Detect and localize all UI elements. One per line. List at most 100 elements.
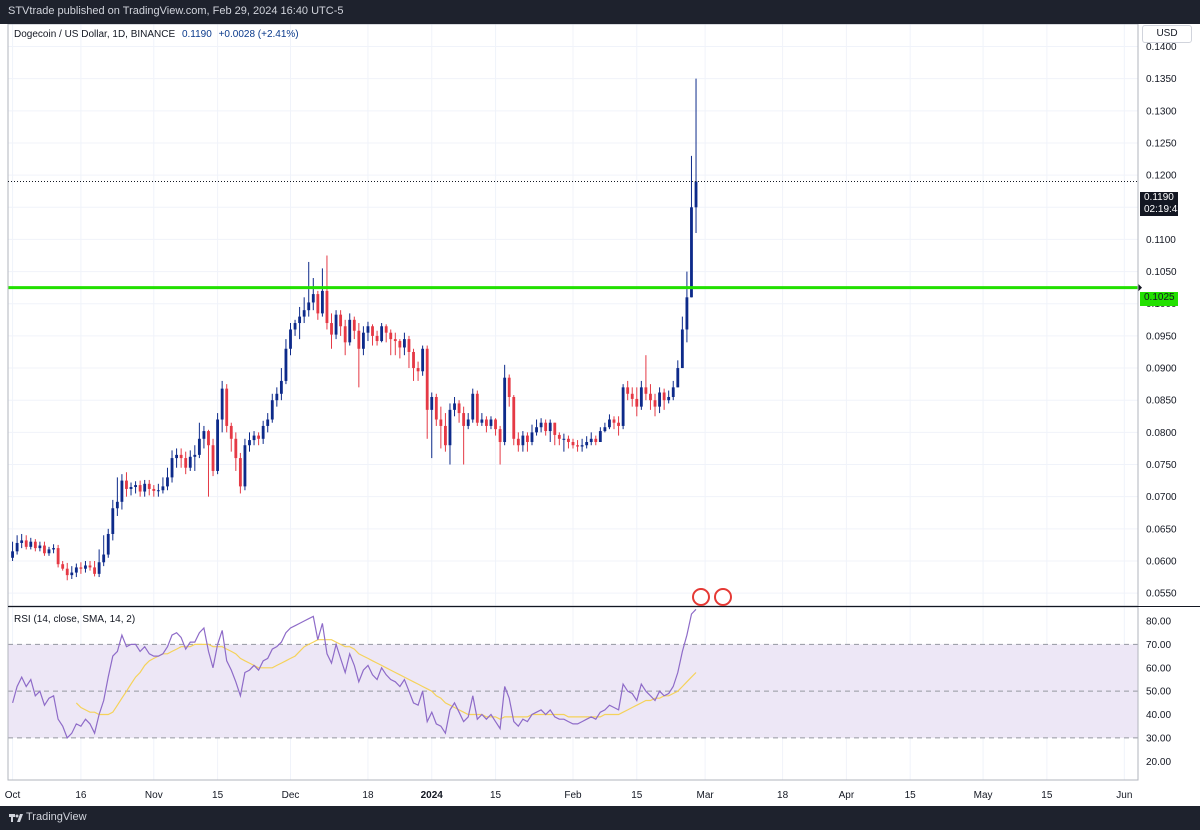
candle xyxy=(61,560,65,571)
candle xyxy=(571,438,575,449)
candle-body xyxy=(143,483,147,492)
candle xyxy=(334,310,338,340)
candle xyxy=(284,339,288,385)
candle xyxy=(649,384,652,410)
candles xyxy=(11,78,698,581)
x-tick-label: Oct xyxy=(5,790,21,801)
currency-button[interactable]: USD xyxy=(1142,25,1192,43)
x-tick-label: 18 xyxy=(777,790,789,801)
candle-body xyxy=(430,396,434,410)
candle xyxy=(234,432,238,471)
candle-body xyxy=(662,392,666,401)
candle xyxy=(567,435,570,449)
candle-body xyxy=(147,483,151,489)
price-tick-label: 0.0700 xyxy=(1146,492,1177,503)
price-tick-label: 0.1100 xyxy=(1146,235,1176,246)
candle xyxy=(56,544,60,568)
candle-body xyxy=(553,422,557,435)
candle-body xyxy=(166,477,169,487)
candle-body xyxy=(115,501,119,509)
candle-body xyxy=(557,434,561,439)
candle xyxy=(507,374,511,407)
candle-body xyxy=(407,339,411,352)
candle xyxy=(553,422,557,446)
candle-body xyxy=(352,319,356,331)
candle xyxy=(521,431,525,452)
x-tick-label: 18 xyxy=(362,790,374,801)
candle-body xyxy=(434,396,438,420)
candle xyxy=(444,413,447,452)
x-tick-label: 15 xyxy=(1041,790,1053,801)
candle xyxy=(29,537,33,550)
candle-body xyxy=(293,323,297,330)
candle xyxy=(106,528,110,558)
candle-body xyxy=(457,403,461,414)
price-tick-label: 0.1350 xyxy=(1146,74,1177,85)
candle-body xyxy=(211,445,215,471)
level-handle-icon xyxy=(1138,283,1142,292)
rsi-lines xyxy=(12,608,697,739)
candle-body xyxy=(170,458,174,478)
candle xyxy=(389,329,393,356)
candle xyxy=(257,432,261,446)
candle-body xyxy=(608,419,611,428)
candle-body xyxy=(343,326,347,343)
us-flag-icon[interactable] xyxy=(714,588,732,606)
candle xyxy=(211,438,215,477)
candle xyxy=(557,432,561,446)
candle-body xyxy=(680,329,684,369)
candle xyxy=(498,425,502,465)
candle xyxy=(147,479,151,496)
candle xyxy=(380,323,384,343)
price-tick-label: 0.0650 xyxy=(1146,524,1177,535)
candle xyxy=(248,432,251,452)
candle-body xyxy=(635,398,639,407)
candle xyxy=(138,480,142,497)
candle xyxy=(653,393,657,417)
candle-body xyxy=(494,419,497,430)
candle xyxy=(580,438,584,452)
candle-body xyxy=(111,508,115,534)
candle-body xyxy=(544,422,548,432)
candle xyxy=(252,431,256,446)
candle xyxy=(330,313,333,349)
us-flag-icon[interactable] xyxy=(692,588,710,606)
rsi-tick-label: 70.00 xyxy=(1146,640,1171,651)
symbol-legend[interactable]: Dogecoin / US Dollar, 1D, BINANCE 0.1190… xyxy=(14,29,299,40)
x-tick-label: Apr xyxy=(839,790,855,801)
candle-body xyxy=(229,425,233,439)
chart-canvas[interactable]: Oct 16 Nov 15 Dec 18 2024 15 Feb 15 Mar 18 Apr 15 May 1… xyxy=(0,24,1200,806)
candle-body xyxy=(93,567,96,574)
candle xyxy=(152,485,156,497)
symbol-title: Dogecoin / US Dollar, 1D, BINANCE xyxy=(14,29,176,40)
candle-body xyxy=(24,540,28,547)
candle xyxy=(311,278,315,311)
candle-body xyxy=(11,551,14,558)
candle xyxy=(603,422,607,433)
candle-body xyxy=(188,456,192,468)
candle-body xyxy=(311,294,315,303)
rsi-legend[interactable]: RSI (14, close, SMA, 14, 2) xyxy=(14,614,136,625)
candle-body xyxy=(266,419,270,426)
candle xyxy=(421,345,425,376)
candle xyxy=(197,422,201,459)
candle xyxy=(161,477,165,494)
candle-body xyxy=(503,377,507,443)
candle-body xyxy=(134,485,137,488)
candle-body xyxy=(357,330,361,349)
candle-body xyxy=(539,422,543,428)
rsi-band xyxy=(8,643,1138,739)
candle xyxy=(38,541,42,552)
candle xyxy=(658,387,661,414)
candle-body xyxy=(598,431,602,443)
candle-body xyxy=(361,332,365,349)
x-tick-label: 15 xyxy=(490,790,502,801)
candle xyxy=(448,403,452,465)
candle xyxy=(612,416,616,430)
candle xyxy=(434,393,438,426)
candle-body xyxy=(243,445,247,487)
candle-body xyxy=(275,393,279,401)
candle xyxy=(375,330,379,346)
rsi-tick-label: 20.00 xyxy=(1146,757,1171,768)
horizontal-level-line[interactable] xyxy=(8,283,1142,292)
